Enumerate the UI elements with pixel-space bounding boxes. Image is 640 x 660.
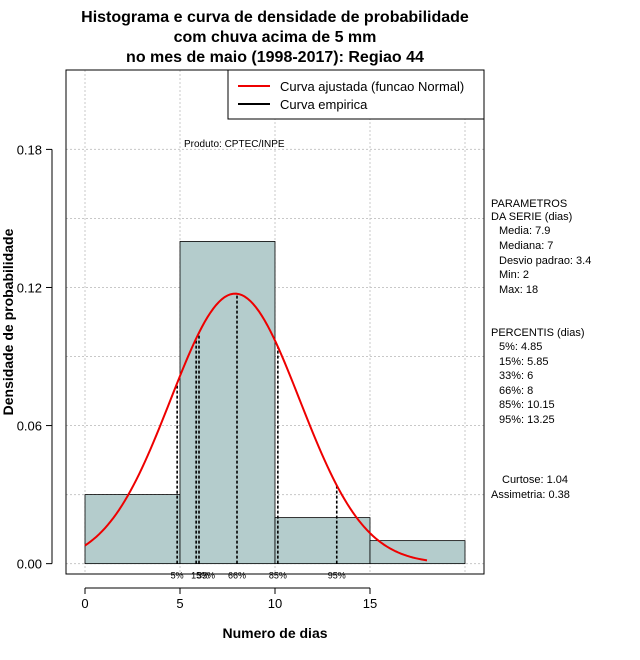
chart-title-line-2: com chuva acima de 5 mm xyxy=(174,29,377,46)
histogram-bar-0 xyxy=(84,494,181,565)
assimetria: Assimetria: 0.38 xyxy=(491,489,570,501)
x-tick-label: 10 xyxy=(268,596,282,611)
percentil-15: 15%: 5.85 xyxy=(499,356,549,368)
params-title-line-2: DA SERIE (dias) xyxy=(491,211,572,223)
x-tick-label: 15 xyxy=(363,596,377,611)
legend: Curva ajustada (funcao Normal) Curva emp… xyxy=(227,69,485,120)
y-tick-label: 0.18 xyxy=(17,142,42,157)
legend-label-normal: Curva ajustada (funcao Normal) xyxy=(280,79,464,94)
percentile-label-5: 5% xyxy=(171,571,184,581)
percentil-33: 33%: 6 xyxy=(499,370,533,382)
curtose: Curtose: 1.04 xyxy=(502,474,568,486)
y-tick-label: 0.12 xyxy=(17,280,42,295)
percentil-66: 66%: 8 xyxy=(499,385,533,397)
credit-text: Produto: CPTEC/INPE xyxy=(184,139,285,150)
percentile-label-15: 15% xyxy=(191,571,209,581)
histogram-bar-2 xyxy=(274,517,371,565)
stats-panel: PARAMETROS DA SERIE (dias) Media: 7.9 Me… xyxy=(491,198,591,501)
chart-title-line-1: Histograma e curva de densidade de proba… xyxy=(81,9,469,26)
percentil-5: 5%: 4.85 xyxy=(499,341,542,353)
x-axis-title: Numero de dias xyxy=(222,625,327,641)
x-tick-label: 0 xyxy=(81,596,88,611)
chart-title-line-3: no mes de maio (1998-2017): Regiao 44 xyxy=(126,49,424,66)
param-desvio: Desvio padrao: 3.4 xyxy=(499,255,591,267)
params-title-line-1: PARAMETROS xyxy=(491,198,567,210)
y-tick-label: 0.00 xyxy=(17,557,42,572)
normal-fit-curve xyxy=(84,292,428,562)
percentil-85: 85%: 10.15 xyxy=(499,399,555,411)
y-axis-title: Densidade de probabilidade xyxy=(0,228,16,415)
percentile-label-33: 33% xyxy=(197,571,215,581)
histogram-bars xyxy=(84,241,466,565)
percentile-label-95: 95% xyxy=(328,571,346,581)
param-min: Min: 2 xyxy=(499,269,529,281)
histogram-bar-1 xyxy=(179,241,276,565)
histogram-bar-3 xyxy=(369,540,466,565)
legend-box xyxy=(227,69,485,120)
percentil-95: 95%: 13.25 xyxy=(499,414,555,426)
x-tick-label: 5 xyxy=(176,596,183,611)
param-max: Max: 18 xyxy=(499,284,538,296)
percentile-lines: 5% 15%33% 66% 85% 95% xyxy=(171,293,346,581)
percentis-title: PERCENTIS (dias) xyxy=(491,327,585,339)
legend-label-empirica: Curva empirica xyxy=(280,97,368,112)
x-axis: 0 5 10 15 xyxy=(81,587,377,611)
param-mediana: Mediana: 7 xyxy=(499,240,553,252)
percentile-label-66: 66% xyxy=(228,571,246,581)
param-media: Media: 7.9 xyxy=(499,225,550,237)
y-tick-label: 0.06 xyxy=(17,419,42,434)
percentile-label-85: 85% xyxy=(269,571,287,581)
y-axis: 0.00 0.06 0.12 0.18 xyxy=(17,142,53,572)
